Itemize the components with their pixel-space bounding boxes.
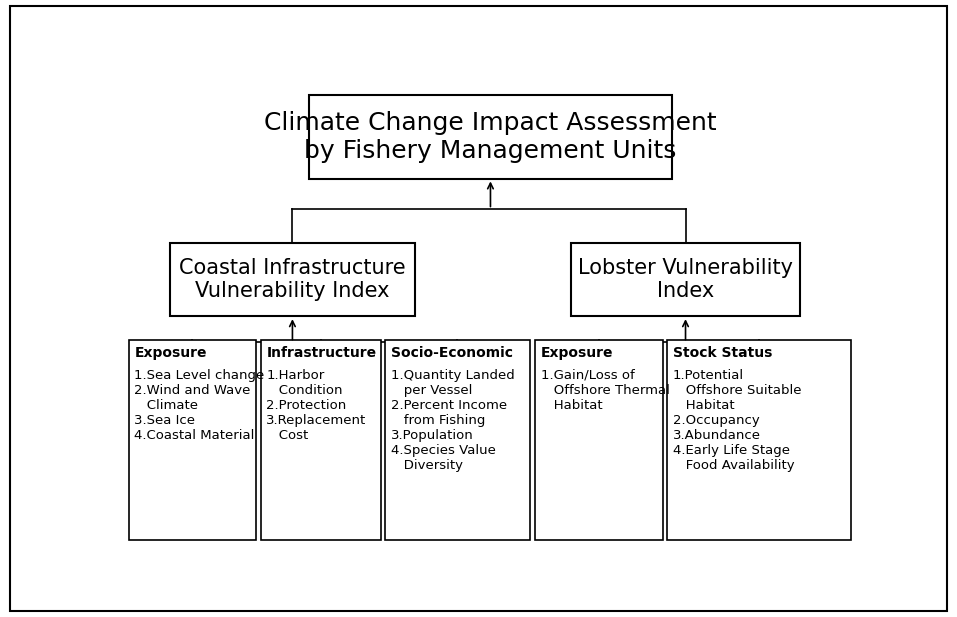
Text: 1.Harbor
   Condition
2.Protection
3.Replacement
   Cost: 1.Harbor Condition 2.Protection 3.Replac… — [266, 368, 367, 442]
Bar — [128, 340, 256, 540]
Text: 1.Quantity Landed
   per Vessel
2.Percent Income
   from Fishing
3.Population
4.: 1.Quantity Landed per Vessel 2.Percent I… — [391, 368, 515, 471]
Text: 1.Gain/Loss of
   Offshore Thermal
   Habitat: 1.Gain/Loss of Offshore Thermal Habitat — [541, 368, 670, 412]
Text: Socio-Economic: Socio-Economic — [391, 346, 513, 360]
Text: 1.Potential
   Offshore Suitable
   Habitat
2.Occupancy
3.Abundance
4.Early Life: 1.Potential Offshore Suitable Habitat 2.… — [673, 368, 801, 471]
Bar — [260, 340, 382, 540]
Text: Infrastructure: Infrastructure — [266, 346, 377, 360]
Text: Coastal Infrastructure
Vulnerability Index: Coastal Infrastructure Vulnerability Ind… — [179, 258, 406, 301]
Bar — [309, 96, 672, 178]
Text: Exposure: Exposure — [135, 346, 207, 360]
Bar — [535, 340, 662, 540]
Bar — [385, 340, 530, 540]
Text: Stock Status: Stock Status — [673, 346, 772, 360]
Text: Lobster Vulnerability
Index: Lobster Vulnerability Index — [578, 258, 793, 301]
Bar — [570, 242, 800, 317]
Bar — [170, 242, 414, 317]
Text: Climate Change Impact Assessment
by Fishery Management Units: Climate Change Impact Assessment by Fish… — [264, 111, 717, 163]
Text: Exposure: Exposure — [541, 346, 613, 360]
Text: 1.Sea Level change
2.Wind and Wave
   Climate
3.Sea Ice
4.Coastal Material: 1.Sea Level change 2.Wind and Wave Clima… — [135, 368, 265, 442]
Bar — [667, 340, 851, 540]
